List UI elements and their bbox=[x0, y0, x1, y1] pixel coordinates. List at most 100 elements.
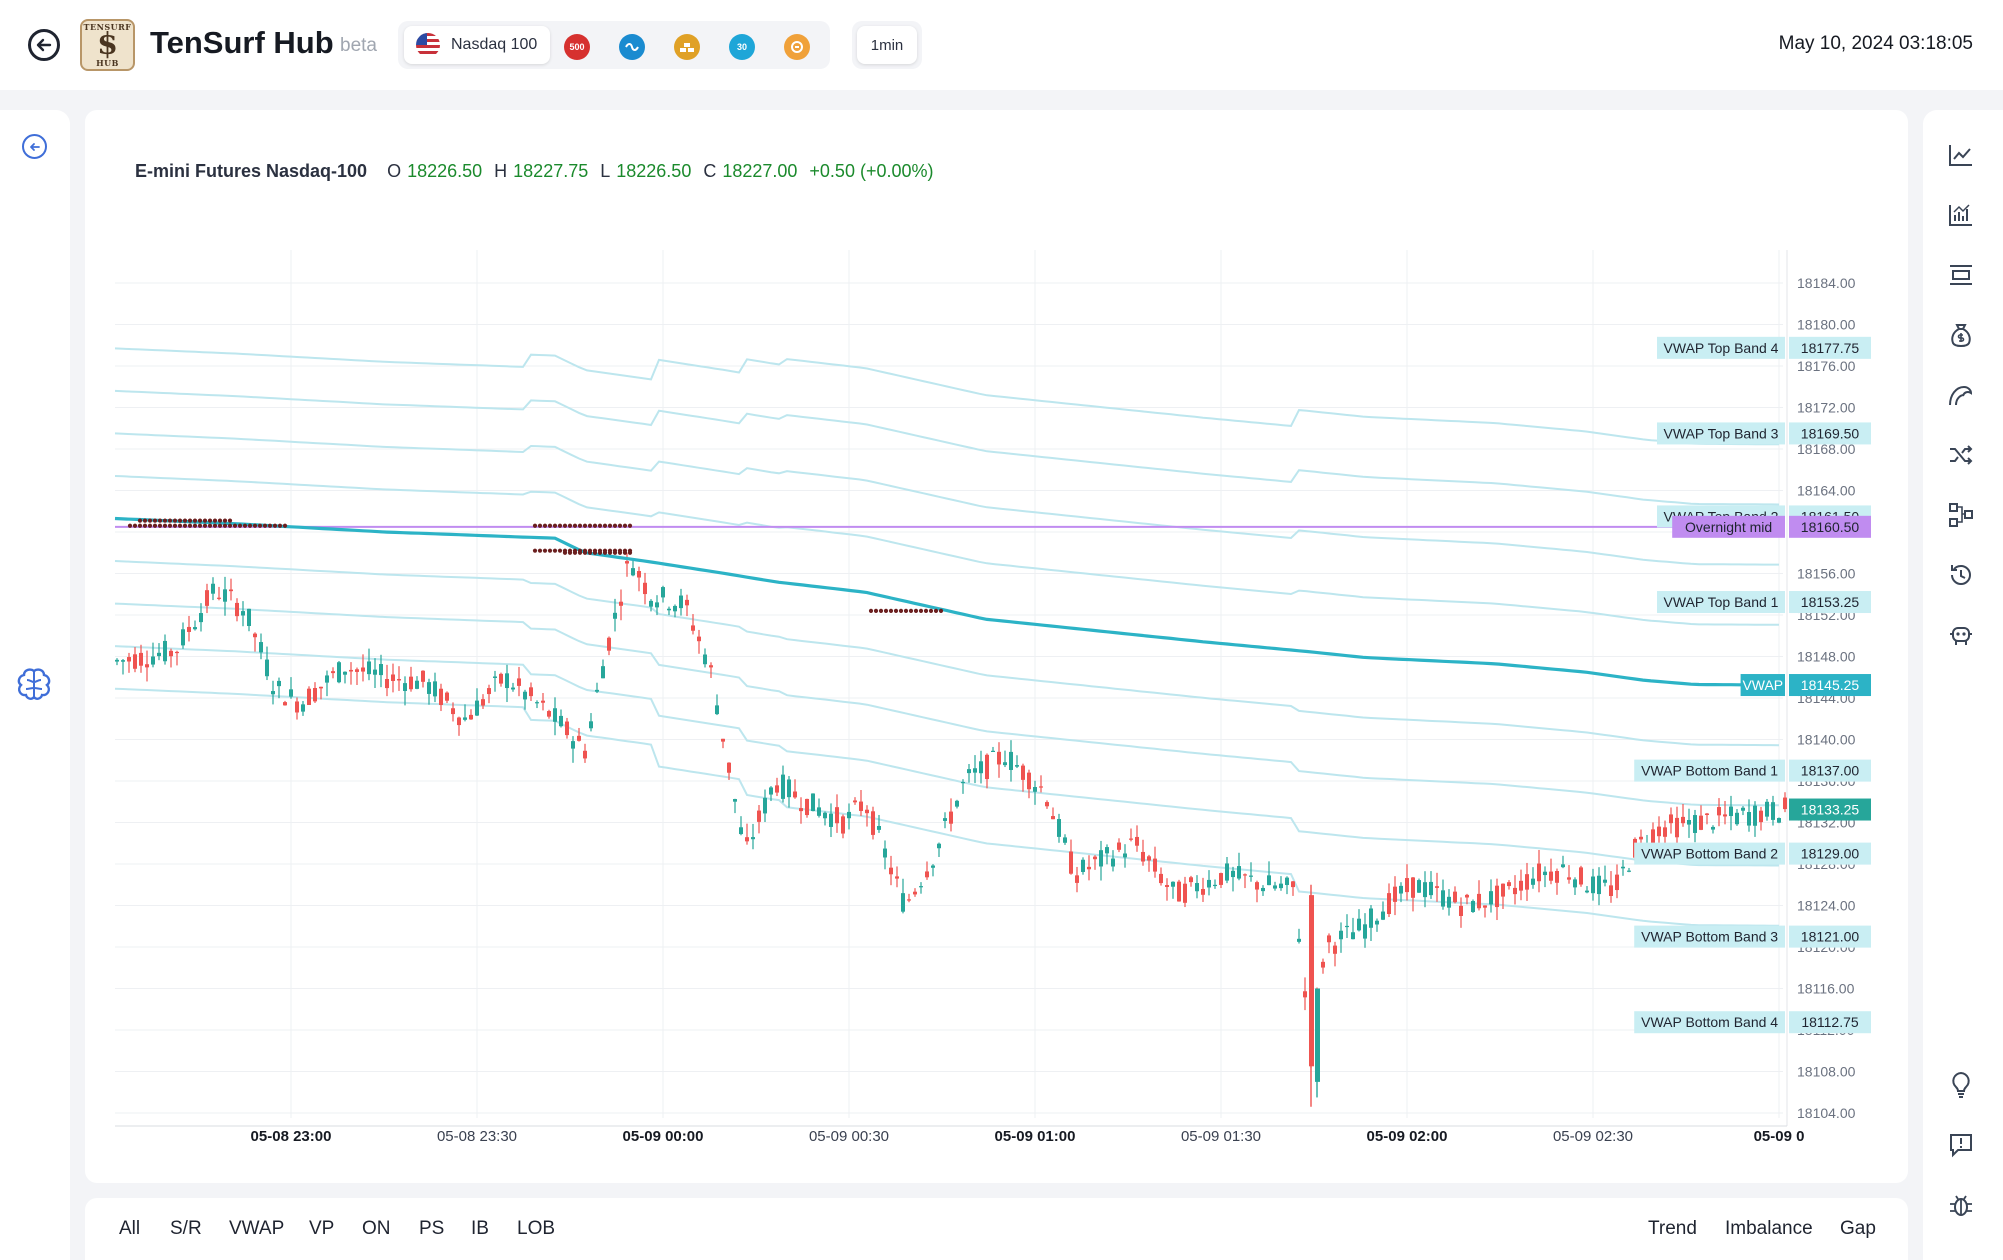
trend-chart-icon[interactable] bbox=[1946, 140, 1976, 170]
candle-body bbox=[529, 687, 533, 697]
order-dot bbox=[542, 548, 548, 553]
level-name-label: VWAP Bottom Band 4 bbox=[1641, 1014, 1778, 1030]
candle-body bbox=[145, 664, 149, 668]
tab-gap[interactable]: Gap bbox=[1840, 1218, 1876, 1239]
layers-icon[interactable] bbox=[1946, 260, 1976, 290]
order-dot bbox=[237, 523, 243, 528]
level-price-bg bbox=[1789, 515, 1871, 538]
candle-body bbox=[451, 708, 455, 715]
candle-body bbox=[559, 715, 563, 727]
wave-icon[interactable] bbox=[1946, 380, 1976, 410]
y-axis-tick-label: 18104.00 bbox=[1797, 1105, 1856, 1121]
order-dot bbox=[262, 523, 268, 528]
candle-body bbox=[1483, 905, 1487, 908]
order-dot bbox=[592, 550, 598, 555]
candle-body bbox=[1771, 802, 1775, 820]
candle-body bbox=[457, 717, 461, 726]
candle-body bbox=[931, 865, 935, 868]
candle-body bbox=[1033, 787, 1037, 792]
candle-body bbox=[1123, 853, 1127, 858]
order-dot bbox=[232, 523, 238, 528]
tab-sr[interactable]: S/R bbox=[170, 1218, 202, 1239]
bug-icon[interactable] bbox=[1946, 1190, 1976, 1220]
bitcoin-icon[interactable] bbox=[784, 34, 810, 60]
sp500-icon[interactable]: 500 bbox=[564, 34, 590, 60]
candle-body bbox=[847, 811, 851, 819]
candle-body bbox=[901, 893, 905, 912]
candle-body bbox=[1051, 816, 1055, 820]
lightbulb-icon[interactable] bbox=[1946, 1070, 1976, 1100]
level-price-label: 18129.00 bbox=[1801, 846, 1860, 862]
candle-body bbox=[1165, 885, 1169, 887]
order-dot bbox=[607, 550, 613, 555]
candle-body bbox=[241, 611, 245, 616]
candle-body bbox=[1327, 935, 1331, 943]
tab-vp[interactable]: VP bbox=[309, 1218, 335, 1239]
ai-brain-icon[interactable] bbox=[14, 665, 54, 705]
order-dot bbox=[622, 550, 628, 555]
nodes-icon[interactable] bbox=[1946, 500, 1976, 530]
back-arrow-icon[interactable] bbox=[28, 29, 60, 61]
order-dot bbox=[617, 523, 623, 528]
x-axis-tick-label: 05-08 23:00 bbox=[251, 1128, 332, 1145]
candle-body bbox=[1651, 829, 1655, 846]
x-axis-tick-label: 05-09 01:30 bbox=[1181, 1128, 1261, 1145]
candle-body bbox=[475, 700, 479, 716]
timeframe-selector[interactable]: 1min bbox=[857, 26, 917, 64]
candle-body bbox=[889, 867, 893, 875]
tab-trend[interactable]: Trend bbox=[1648, 1218, 1697, 1239]
gold-icon[interactable] bbox=[674, 34, 700, 60]
candle-body bbox=[1657, 826, 1661, 837]
low-value: 18226.50 bbox=[616, 161, 692, 181]
candle-body bbox=[733, 799, 737, 802]
candle-body bbox=[445, 692, 449, 701]
bar-analysis-icon[interactable] bbox=[1946, 200, 1976, 230]
history-icon[interactable] bbox=[1946, 560, 1976, 590]
tab-on[interactable]: ON bbox=[362, 1218, 391, 1239]
order-dot bbox=[197, 523, 203, 528]
candle-body bbox=[1765, 801, 1769, 817]
tab-ib[interactable]: IB bbox=[471, 1218, 489, 1239]
candle-body bbox=[493, 676, 497, 678]
candle-body bbox=[643, 582, 647, 595]
candle-body bbox=[1471, 900, 1475, 913]
candle-body bbox=[811, 793, 815, 812]
money-bag-icon[interactable] bbox=[1946, 320, 1976, 350]
candle-body bbox=[1357, 918, 1361, 931]
candle-body bbox=[1369, 908, 1373, 928]
us-flag-icon bbox=[416, 33, 440, 57]
order-dot bbox=[197, 518, 203, 523]
dow30-icon[interactable]: 30 bbox=[729, 34, 755, 60]
order-dot bbox=[903, 608, 909, 613]
order-dot bbox=[202, 523, 208, 528]
tab-vwap[interactable]: VWAP bbox=[229, 1218, 285, 1239]
feedback-icon[interactable] bbox=[1946, 1130, 1976, 1160]
candle-body bbox=[301, 704, 305, 712]
candle-body bbox=[1783, 797, 1787, 810]
tab-imbalance[interactable]: Imbalance bbox=[1725, 1218, 1813, 1239]
candle-body bbox=[1075, 875, 1079, 883]
candle-body bbox=[829, 813, 833, 827]
bot-icon[interactable] bbox=[1946, 620, 1976, 650]
order-dot bbox=[597, 550, 603, 555]
candlestick-chart[interactable]: 18184.00 18180.00 18176.00 18172.00 18168.00… bbox=[85, 110, 1908, 1183]
candle-body bbox=[925, 871, 929, 878]
level-name-label: VWAP Top Band 3 bbox=[1664, 425, 1779, 441]
tab-all[interactable]: All bbox=[119, 1218, 141, 1239]
tab-lob[interactable]: LOB bbox=[517, 1218, 556, 1239]
candle-body bbox=[955, 800, 959, 807]
shuffle-icon[interactable] bbox=[1946, 440, 1976, 470]
candle-body bbox=[415, 680, 419, 689]
tab-ps[interactable]: PS bbox=[419, 1218, 445, 1239]
collapse-sidebar-icon[interactable] bbox=[22, 134, 47, 159]
symbol-selector-nasdaq[interactable]: Nasdaq 100 bbox=[404, 26, 550, 64]
chart-panel[interactable]: 18184.00 18180.00 18176.00 18172.00 18168.00… bbox=[85, 110, 1908, 1183]
oil-icon[interactable] bbox=[619, 34, 645, 60]
candle-body bbox=[1723, 814, 1727, 817]
order-dot bbox=[542, 523, 548, 528]
order-dot bbox=[562, 550, 568, 555]
candle-body bbox=[1435, 886, 1439, 888]
open-label: O bbox=[387, 161, 402, 181]
candle-body bbox=[1087, 866, 1091, 870]
candle-body bbox=[1201, 888, 1205, 895]
